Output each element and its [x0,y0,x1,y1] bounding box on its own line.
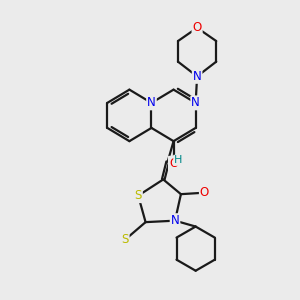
Text: S: S [134,189,142,202]
Text: H: H [174,155,182,165]
Text: O: O [200,186,209,199]
Text: N: N [147,96,156,110]
Text: S: S [121,233,129,246]
Text: N: N [193,70,202,83]
Text: N: N [191,96,200,110]
Text: N: N [171,214,179,227]
Text: O: O [169,157,178,170]
Text: O: O [193,21,202,34]
